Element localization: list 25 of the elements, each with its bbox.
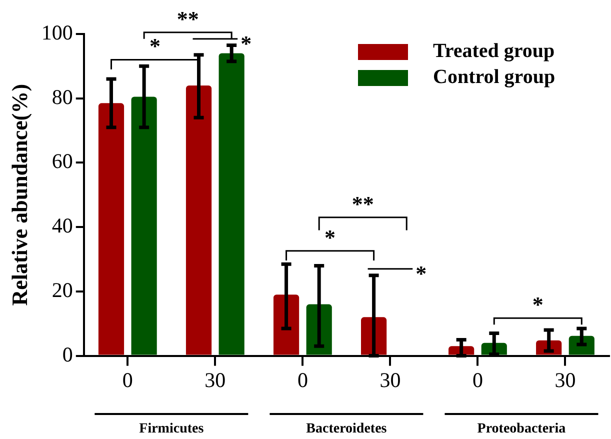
legend-label: Treated group <box>433 40 555 62</box>
text: ** <box>176 6 199 32</box>
y-axis-title: Relative abundance(%) <box>6 84 32 306</box>
annotation: ** <box>352 191 374 216</box>
x-tick-label: 0 <box>472 368 483 392</box>
annotation: * <box>324 224 336 250</box>
legend-label: Control group <box>433 66 556 88</box>
text: Proteobacteria <box>477 422 566 437</box>
x-tick-label: 30 <box>380 368 401 392</box>
x-tick-label: 30 <box>204 368 226 392</box>
y-tick-label: 40 <box>52 214 73 238</box>
x-tick-label: 0 <box>122 368 133 392</box>
y-tick-label: 20 <box>52 278 73 302</box>
y-tick-label: 0 <box>62 342 73 366</box>
annotation: * <box>532 292 544 318</box>
annotation: * <box>416 260 427 286</box>
text: Bacteroidetes <box>306 422 388 437</box>
x-tick-label: 30 <box>554 368 576 392</box>
annotation: * <box>240 30 252 56</box>
x-tick-label: 0 <box>297 368 308 392</box>
y-tick-label: 60 <box>52 149 73 174</box>
annotation: * <box>150 34 161 59</box>
y-tick-label: 100 <box>41 20 73 45</box>
text: Firmicutes <box>139 422 204 437</box>
y-tick-label: 80 <box>52 84 73 109</box>
